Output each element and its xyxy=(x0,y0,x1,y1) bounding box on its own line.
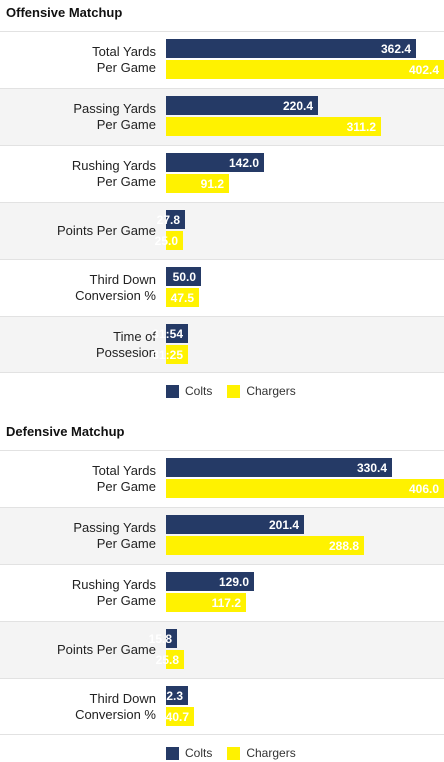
chart-row: Rushing Yards Per Game 129.0 117.2 xyxy=(0,564,444,621)
category-label: Third Down Conversion % xyxy=(75,690,156,722)
chart-row: Rushing Yards Per Game 142.0 91.2 xyxy=(0,145,444,202)
chart-row: Total Yards Per Game 330.4 406.0 xyxy=(0,450,444,507)
legend-swatch xyxy=(166,384,179,398)
colts-bar: 31:54 xyxy=(152,324,188,343)
legend-item: Colts xyxy=(166,384,212,398)
chargers-bar: 25.8 xyxy=(156,650,184,669)
category-label: Time of Possesion xyxy=(96,328,156,360)
colts-bar: 27.8 xyxy=(157,210,185,229)
legend-label: Colts xyxy=(185,384,213,398)
chart-row: Passing Yards Per Game 201.4 288.8 xyxy=(0,507,444,564)
category-label: Passing Yards Per Game xyxy=(73,101,156,132)
chargers-bar: 31:25 xyxy=(152,345,188,364)
category-label: Total Yards Per Game xyxy=(92,463,156,494)
chargers-bar: 406.0 xyxy=(166,479,444,498)
colts-bar: 15.8 xyxy=(149,629,177,648)
category-label: Total Yards Per Game xyxy=(92,44,156,75)
colts-bar: 142.0 xyxy=(166,153,264,172)
colts-bar: 129.0 xyxy=(166,572,254,591)
legend-swatch xyxy=(166,746,179,760)
legend-swatch xyxy=(227,746,241,760)
category-label: Passing Yards Per Game xyxy=(73,520,156,551)
chart-rows: Total Yards Per Game 330.4 406.0 Passing Ya… xyxy=(0,450,444,735)
colts-bar: 330.4 xyxy=(166,458,392,477)
chart-row: Third Down Conversion % 32.3 40.7 xyxy=(0,678,444,735)
category-label: Points Per Game xyxy=(57,642,156,657)
legend-label: Chargers xyxy=(246,384,296,398)
chargers-bar: 25.0 xyxy=(155,231,183,250)
chart-row: Total Yards Per Game 362.4 402.4 xyxy=(0,31,444,88)
chargers-bar: 402.4 xyxy=(166,60,444,79)
chart-title: Offensive Matchup xyxy=(6,5,123,20)
chart-row: Points Per Game 15.8 25.8 xyxy=(0,621,444,678)
category-label: Points Per Game xyxy=(57,223,156,238)
legend-label: Chargers xyxy=(246,746,296,760)
chart-row: Third Down Conversion % 50.0 47.5 xyxy=(0,259,444,316)
colts-bar: 201.4 xyxy=(166,515,304,534)
chart-legend: Colts Chargers xyxy=(166,745,311,761)
colts-bar: 32.3 xyxy=(160,686,188,705)
chart-title: Defensive Matchup xyxy=(6,424,125,439)
legend-item: Chargers xyxy=(227,384,296,398)
chargers-bar: 40.7 xyxy=(166,707,194,726)
legend-swatch xyxy=(227,384,241,398)
category-label: Rushing Yards Per Game xyxy=(71,158,156,189)
category-label: Third Down Conversion % xyxy=(75,272,156,303)
category-label: Rushing Yards Per Game xyxy=(71,577,156,608)
chargers-bar: 311.2 xyxy=(166,117,381,136)
chart-legend: Colts Chargers xyxy=(166,383,311,399)
legend-item: Chargers xyxy=(227,746,296,760)
chargers-bar: 47.5 xyxy=(166,288,199,307)
legend-label: Colts xyxy=(185,746,213,760)
chargers-bar: 117.2 xyxy=(166,593,246,612)
colts-bar: 50.0 xyxy=(166,267,201,286)
chargers-bar: 288.8 xyxy=(166,536,364,555)
legend-item: Colts xyxy=(166,746,212,760)
chart-row: Time of Possesion 31:54 31:25 xyxy=(0,316,444,373)
colts-bar: 362.4 xyxy=(166,39,416,58)
chart-row: Passing Yards Per Game 220.4 311.2 xyxy=(0,88,444,145)
colts-bar: 220.4 xyxy=(166,96,318,115)
chart-rows: Total Yards Per Game 362.4 402.4 Passing Ya… xyxy=(0,31,444,373)
chargers-bar: 91.2 xyxy=(166,174,229,193)
chart-row: Points Per Game 27.8 25.0 xyxy=(0,202,444,259)
